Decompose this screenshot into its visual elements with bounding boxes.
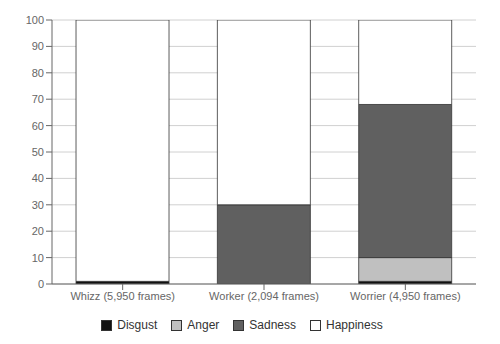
svg-text:30: 30 (32, 199, 44, 211)
html-text:Sadness: Sadness (249, 318, 296, 332)
svg-text:Worker (2,094 frames): Worker (2,094 frames) (209, 290, 319, 302)
svg-text:Worrier (4,950 frames): Worrier (4,950 frames) (350, 290, 460, 302)
svg-text:10: 10 (32, 252, 44, 264)
svg-text:90: 90 (32, 40, 44, 52)
svg-text:100: 100 (26, 14, 44, 26)
svg-text:20: 20 (32, 225, 44, 237)
svg-text:0: 0 (38, 278, 44, 290)
html-text:Disgust: Disgust (117, 318, 158, 332)
svg-text:60: 60 (32, 120, 44, 132)
html-text:Anger: Anger (187, 318, 220, 332)
svg-text:70: 70 (32, 93, 44, 105)
svg-text:40: 40 (32, 172, 44, 184)
svg-text:Whizz (5,950 frames): Whizz (5,950 frames) (70, 290, 175, 302)
svg-text:50: 50 (32, 146, 44, 158)
svg-text:80: 80 (32, 67, 44, 79)
html-text:Happiness: Happiness (326, 318, 383, 332)
